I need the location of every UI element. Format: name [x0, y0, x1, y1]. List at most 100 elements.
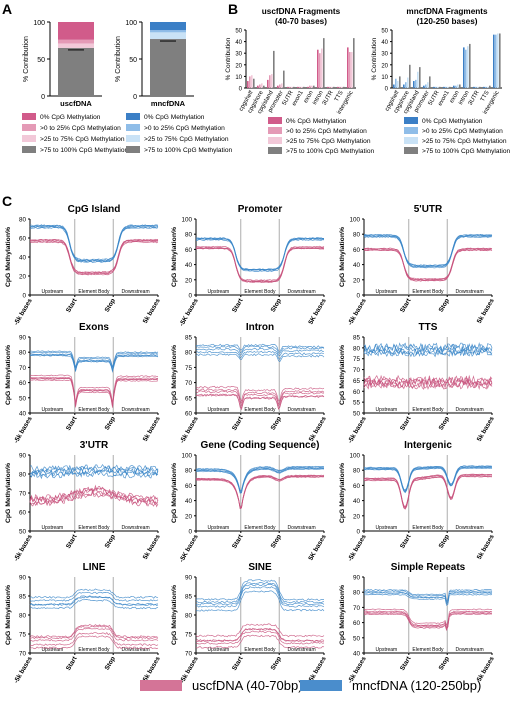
x-tick-label: Start	[65, 415, 79, 432]
x-tick-label: Stop	[438, 533, 451, 549]
y-tick-label: 30	[235, 52, 242, 58]
uscf-profile-line	[363, 473, 493, 508]
mncf-profile-line	[30, 226, 159, 263]
mncf-profile-line	[195, 590, 325, 612]
y-tick-label: 50	[353, 635, 361, 642]
bar	[455, 85, 457, 88]
bar	[439, 86, 441, 88]
x-tick-label: -5K bases	[178, 533, 200, 563]
uscf-profile-line	[363, 475, 493, 509]
bar	[283, 70, 285, 88]
uscf-profile-line	[29, 488, 159, 507]
y-tick-label: 0	[188, 529, 192, 536]
mncf-profile-line	[363, 343, 493, 353]
bar	[463, 47, 465, 88]
mncf-profile-line	[363, 593, 493, 606]
bar	[327, 86, 329, 88]
bar	[413, 81, 415, 88]
segment-label: Downstream	[122, 647, 150, 653]
bar	[483, 86, 485, 88]
segment-label: Upstream	[42, 407, 64, 413]
bar	[487, 86, 489, 88]
bar	[437, 86, 439, 88]
y-tick-label: 100	[181, 453, 192, 460]
bar	[445, 86, 447, 88]
y-tick-label: 60	[19, 236, 27, 243]
legend-swatch	[268, 127, 282, 134]
y-axis-label: CpG Methylation%	[171, 227, 178, 287]
x-tick-label: Start	[231, 533, 245, 550]
line-chart-C4: Exons 40 50 60 70 80 90 CpG Methylation% Upstrea…	[5, 322, 162, 445]
bar	[267, 79, 269, 88]
y-tick-label: 70	[353, 605, 361, 612]
mncf-profile-line	[196, 239, 325, 272]
y-tick-label: 0	[22, 293, 26, 300]
y-tick-label: 40	[185, 498, 193, 505]
stacked-chart-A1: 0 50 100 % Contribution uscfDNA	[23, 20, 102, 108]
uscf-profile-line	[363, 247, 493, 280]
y-axis-label: CpG Methylation%	[5, 585, 12, 645]
x-tick-label: 5k bases	[476, 415, 496, 443]
y-tick-label: 20	[235, 63, 242, 69]
y-axis-label: % Contribution	[23, 36, 30, 82]
x-tick-label: Start	[399, 655, 413, 672]
bar	[427, 82, 429, 88]
uscf-profile-line	[363, 613, 493, 632]
uscf-profile-line	[363, 247, 493, 280]
segment-label: Upstream	[376, 525, 398, 531]
bar	[453, 85, 455, 88]
legend-swatch	[268, 117, 282, 124]
uscf-profile-line	[195, 390, 324, 407]
segment-label: Downstream	[456, 407, 484, 413]
mncf-profile-line	[363, 465, 493, 491]
y-tick-label: 50	[353, 411, 361, 418]
chart-title: TTS	[419, 322, 438, 333]
uscf-profile-line	[30, 238, 159, 274]
line-chart-C1: CpG Island 0 20 40 60 80 CpG Methylation% Upstr…	[5, 204, 162, 327]
segment-label: Downstream	[122, 289, 150, 295]
bar	[479, 86, 481, 88]
bar	[321, 48, 323, 88]
legend-uscf-label: uscfDNA (40-70bp)	[192, 678, 303, 693]
mncf-profile-line	[195, 583, 325, 606]
y-tick-label: 70	[19, 651, 27, 658]
bar	[351, 52, 353, 88]
uscf-profile-line	[195, 246, 324, 282]
segment-label: Downstream	[122, 407, 150, 413]
segment-label: Upstream	[208, 647, 230, 653]
mncf-profile-line	[29, 224, 159, 261]
x-tick-label: -5k bases	[13, 415, 34, 444]
y-tick-label: 50	[19, 395, 27, 402]
category-label: exon	[449, 90, 461, 104]
bar	[279, 84, 281, 88]
segment-label: Upstream	[42, 647, 64, 653]
y-tick-label: 40	[185, 262, 193, 269]
mncf-profile-line	[195, 237, 325, 271]
y-tick-label: 0	[239, 87, 243, 93]
y-tick-label: 90	[19, 453, 27, 460]
bar	[323, 38, 325, 88]
segment-label: Element Body	[244, 289, 276, 295]
x-tick-label: 5k bases	[308, 415, 328, 443]
bar	[303, 86, 305, 88]
y-tick-label: 60	[19, 510, 27, 517]
chart-title: LINE	[83, 562, 106, 573]
bar	[407, 77, 409, 88]
segment-label: Element Body	[78, 407, 110, 413]
uscf-profile-line	[29, 484, 159, 501]
chart-title: 5'UTR	[414, 204, 443, 215]
bar	[307, 86, 309, 88]
bar	[475, 86, 477, 88]
y-tick-label: 60	[185, 411, 193, 418]
x-tick-label: -5k bases	[13, 533, 34, 562]
y-axis-label: CpG Methylation%	[171, 585, 178, 645]
bar	[497, 33, 499, 88]
x-tick-label: Start	[65, 297, 79, 314]
mncf-profile-line	[363, 348, 493, 357]
segment-label: Element Body	[78, 525, 110, 531]
bar	[495, 34, 497, 88]
uscf-profile-line	[29, 377, 159, 406]
bar	[269, 75, 271, 88]
